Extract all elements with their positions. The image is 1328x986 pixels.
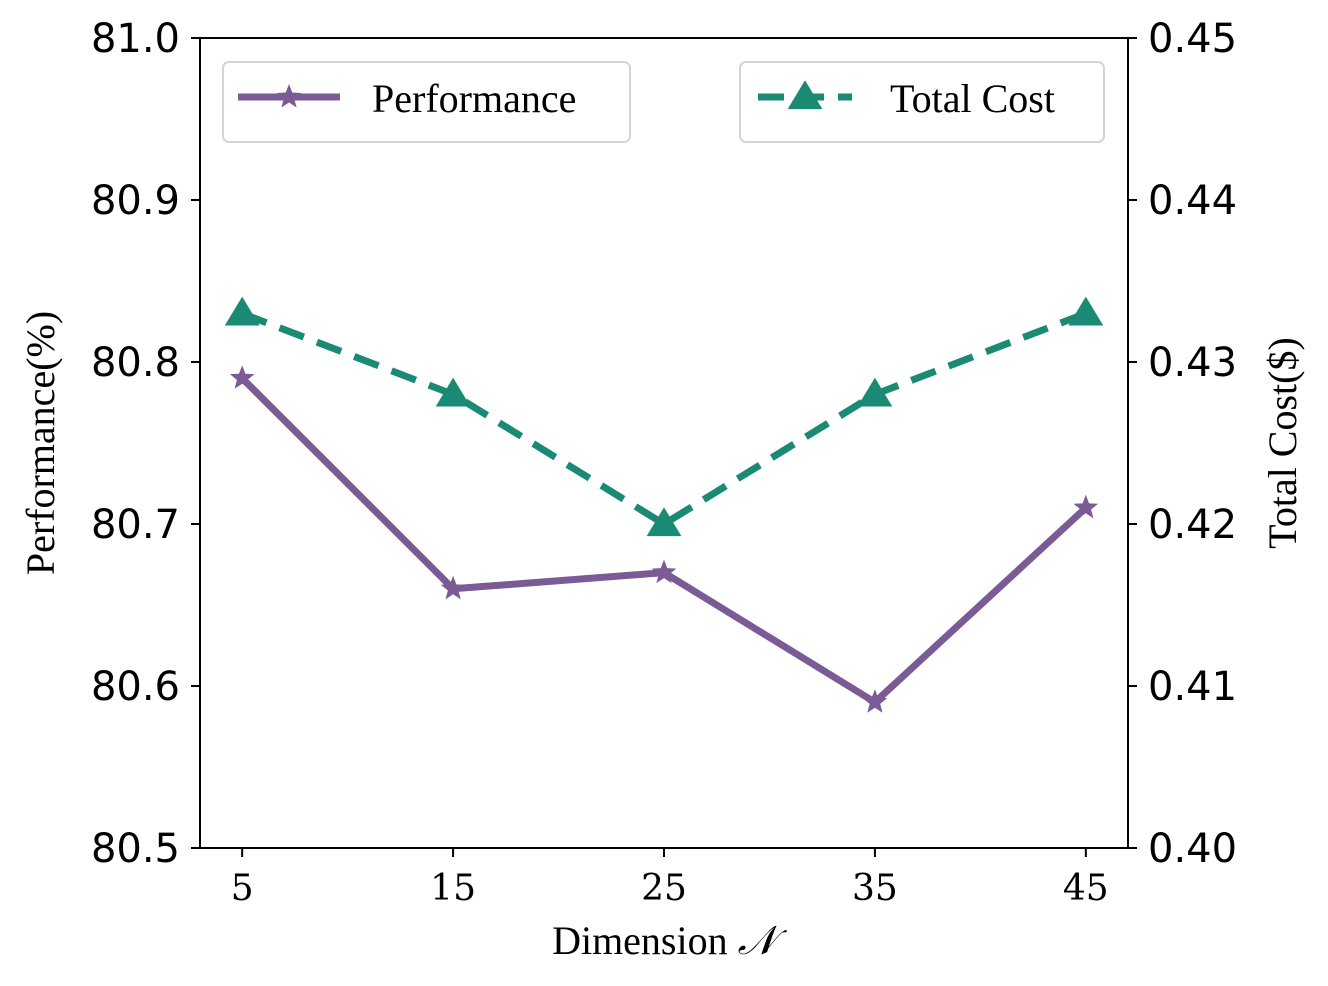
x-axis-ticks: 5 15 25 35 45 — [231, 848, 1109, 909]
legend-total-cost: Total Cost — [739, 61, 1105, 143]
left-y-axis-ticks: 80.5 80.6 80.7 80.8 80.9 81.0 — [91, 16, 200, 872]
right-y-axis-ticks: 0.40 0.41 0.42 0.43 0.44 0.45 — [1128, 16, 1237, 872]
series-total-cost-point — [646, 507, 682, 537]
series-performance-point — [440, 575, 466, 600]
legend-performance-label: Performance — [372, 76, 576, 121]
right-y-tick-label: 0.45 — [1148, 16, 1237, 62]
series-performance-line — [239, 375, 1089, 706]
x-tick-label: 15 — [430, 868, 476, 909]
series-performance-point — [1073, 494, 1099, 519]
x-axis-label: Dimension 𝒩 — [552, 918, 788, 963]
series-total-cost-point — [224, 296, 260, 326]
left-y-tick-label: 80.6 — [91, 664, 180, 710]
legend-total-cost-label: Total Cost — [890, 76, 1055, 121]
x-tick-label: 45 — [1063, 868, 1109, 909]
left-y-axis-label: Performance(%) — [18, 311, 63, 575]
series-total-cost-point — [857, 377, 893, 407]
series-layer — [224, 296, 1104, 713]
left-y-tick-label: 80.8 — [91, 340, 180, 386]
left-y-tick-label: 81.0 — [91, 16, 180, 62]
legend-performance-box — [222, 61, 631, 143]
legend-total-cost-box — [739, 61, 1105, 143]
right-y-tick-label: 0.40 — [1148, 826, 1237, 872]
legend-performance-star-marker — [276, 84, 302, 108]
x-tick-label: 25 — [641, 868, 687, 909]
series-total-cost-point — [1068, 296, 1104, 326]
right-y-tick-label: 0.41 — [1148, 664, 1237, 710]
left-y-tick-label: 80.5 — [91, 826, 180, 872]
right-y-tick-label: 0.44 — [1148, 178, 1237, 224]
legend-performance: Performance — [222, 61, 631, 143]
series-total-cost-point — [435, 377, 471, 407]
x-axis-label-text: Dimension — [552, 918, 728, 963]
right-y-axis-label: Total Cost($) — [1260, 337, 1305, 549]
x-tick-label: 35 — [852, 868, 898, 909]
right-y-tick-label: 0.43 — [1148, 340, 1237, 386]
right-y-tick-label: 0.42 — [1148, 502, 1237, 548]
series-performance-point — [651, 559, 677, 584]
series-total-cost-line — [240, 310, 1088, 528]
left-y-tick-label: 80.9 — [91, 178, 180, 224]
legend-total-cost-triangle-marker — [787, 80, 823, 110]
series-performance-point — [229, 365, 255, 389]
series-performance-point — [862, 689, 888, 713]
x-tick-label: 5 — [231, 868, 254, 909]
x-axis-label-symbol: 𝒩 — [738, 918, 788, 963]
left-y-tick-label: 80.7 — [91, 502, 180, 548]
plot-frame — [199, 37, 1129, 849]
